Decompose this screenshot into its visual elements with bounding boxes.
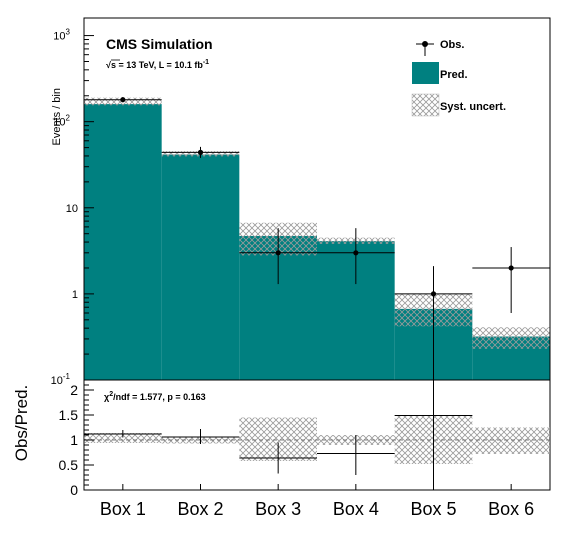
pred-bar-1 bbox=[84, 104, 162, 380]
tick-base: 10 bbox=[53, 31, 65, 43]
obs-point-3 bbox=[275, 250, 281, 256]
x-tick-label-6: Box 6 bbox=[488, 499, 534, 519]
x-axis: Box 1 Box 2 Box 3 Box 4 Box 5 Box 6 bbox=[100, 484, 534, 519]
ratio-annotation: χ2/ndf = 1.577, p = 0.163 bbox=[104, 391, 206, 402]
main-y-tick-label: 1 bbox=[72, 289, 78, 301]
obs-point-6 bbox=[508, 265, 514, 271]
ratio-points bbox=[84, 380, 473, 490]
main-y-tick-label: 10-1 bbox=[51, 372, 71, 387]
x-tick-label-5: Box 5 bbox=[410, 499, 456, 519]
ratio-band-1 bbox=[84, 433, 162, 443]
tick-exponent: 2 bbox=[66, 114, 71, 123]
legend: Obs. Pred. Syst. uncert. bbox=[411, 39, 506, 117]
obs-point-5 bbox=[430, 291, 437, 297]
pred-bar-2 bbox=[161, 154, 240, 380]
legend-pred-swatch bbox=[412, 62, 439, 84]
legend-syst-swatch bbox=[411, 93, 440, 117]
ratio-y-tick-label: 0 bbox=[70, 482, 78, 498]
legend-pred-label: Pred. bbox=[440, 69, 468, 81]
legend-item-syst: Syst. uncert. bbox=[411, 93, 506, 117]
ratio-y-tick-label: 2 bbox=[70, 382, 78, 398]
obs-point-4 bbox=[353, 250, 359, 256]
main-y-tick-label: 10 bbox=[66, 203, 78, 215]
ratio-y-tick-label: 1.5 bbox=[59, 407, 79, 423]
x-tick-label-4: Box 4 bbox=[333, 499, 379, 519]
ratio-y-axis-label: Obs/Pred. bbox=[12, 385, 31, 462]
chart-subtitle: √s = 13 TeV, L = 10.1 fb-1 bbox=[106, 59, 209, 70]
ratio-y-tick-label: 0.5 bbox=[59, 457, 79, 473]
x-tick-label-3: Box 3 bbox=[255, 499, 301, 519]
legend-obs-label: Obs. bbox=[440, 39, 464, 51]
tick-base: 10 bbox=[53, 117, 65, 129]
legend-syst-label: Syst. uncert. bbox=[440, 101, 506, 113]
ratio-syst-band bbox=[84, 415, 550, 464]
syst-band-6 bbox=[472, 327, 550, 349]
ratio-y-axis: 0 0.5 1 1.5 2 bbox=[59, 379, 94, 498]
main-y-tick-label: 102 bbox=[53, 114, 70, 129]
observed-points bbox=[84, 97, 550, 380]
x-tick-label-2: Box 2 bbox=[177, 499, 223, 519]
legend-obs-marker bbox=[422, 41, 428, 47]
tick-base: 10 bbox=[51, 375, 63, 387]
obs-point-2 bbox=[197, 149, 204, 155]
tick-exponent: 3 bbox=[66, 28, 71, 37]
y-axis-label: Events / bin bbox=[51, 88, 63, 145]
chart-title: CMS Simulation bbox=[106, 36, 213, 52]
tick-base: 1 bbox=[72, 289, 78, 301]
main-y-tick-label: 103 bbox=[53, 28, 70, 43]
tick-exponent: -1 bbox=[63, 372, 71, 381]
legend-item-pred: Pred. bbox=[412, 62, 468, 84]
ratio-band-6 bbox=[472, 427, 550, 454]
tick-base: 10 bbox=[66, 203, 78, 215]
legend-item-obs: Obs. bbox=[416, 39, 464, 56]
ratio-y-tick-label: 1 bbox=[70, 432, 78, 448]
obs-point-1 bbox=[120, 97, 126, 103]
x-tick-label-1: Box 1 bbox=[100, 499, 146, 519]
